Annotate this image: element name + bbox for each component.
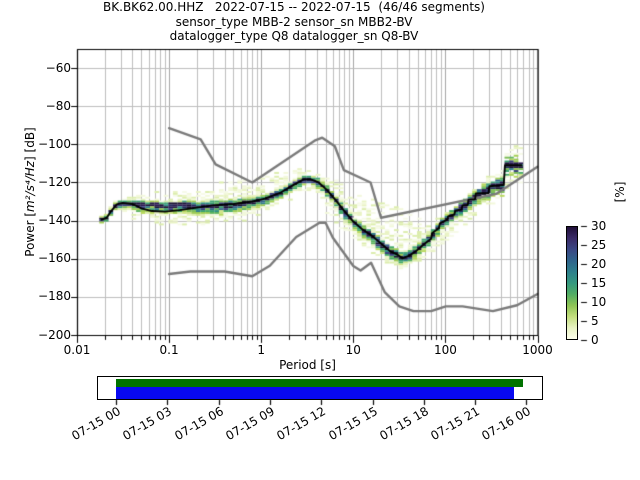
y-tick-label: −180	[38, 289, 71, 304]
y-tick-label: −60	[45, 60, 71, 75]
x-tick-label: 1000	[522, 343, 553, 357]
y-tick-label: −100	[38, 136, 71, 151]
colorbar-tick-label: 0	[591, 332, 599, 347]
y-tick-label: −160	[38, 251, 71, 266]
plot-subtitle-sensor: sensor_type MBB-2 sensor_sn MBB2-BV	[175, 14, 413, 29]
y-tick-label: −80	[45, 98, 71, 113]
plot-title: BK.BK62.00.HHZ 2022-07-15 -- 2022-07-15 …	[103, 0, 485, 14]
timeline-box	[96, 376, 543, 400]
x-tick-label: 100	[433, 343, 457, 357]
timeline-coverage-bar	[116, 378, 523, 387]
plot-subtitle-datalogger: datalogger_type Q8 datalogger_sn Q8-BV	[169, 29, 419, 43]
colorbar-tick-label: 25	[591, 237, 607, 252]
y-tick-label: −200	[38, 327, 71, 342]
colorbar-tick-label: 5	[591, 313, 599, 328]
colorbar-tick-label: 15	[591, 275, 607, 290]
colorbar-gradient	[567, 227, 577, 339]
title-block: BK.BK62.00.HHZ 2022-07-15 -- 2022-07-15 …	[0, 0, 588, 44]
colorbar-tick-label: 20	[591, 256, 607, 271]
y-tick-label: −120	[38, 174, 71, 189]
colorbar-tick-label: 10	[591, 294, 607, 309]
x-tick-label: 0.01	[63, 343, 91, 357]
colorbar-tick-label: 30	[591, 218, 607, 233]
timeline-segments-bar	[116, 387, 514, 399]
colorbar	[566, 226, 578, 340]
y-tick-label: −140	[38, 213, 71, 228]
x-tick-label: 10	[345, 343, 361, 357]
x-axis-label: Period [s]	[279, 358, 336, 372]
x-tick-label: 0.1	[159, 343, 179, 357]
colorbar-label: [%]	[613, 181, 627, 203]
x-tick-label: 1	[257, 343, 266, 357]
